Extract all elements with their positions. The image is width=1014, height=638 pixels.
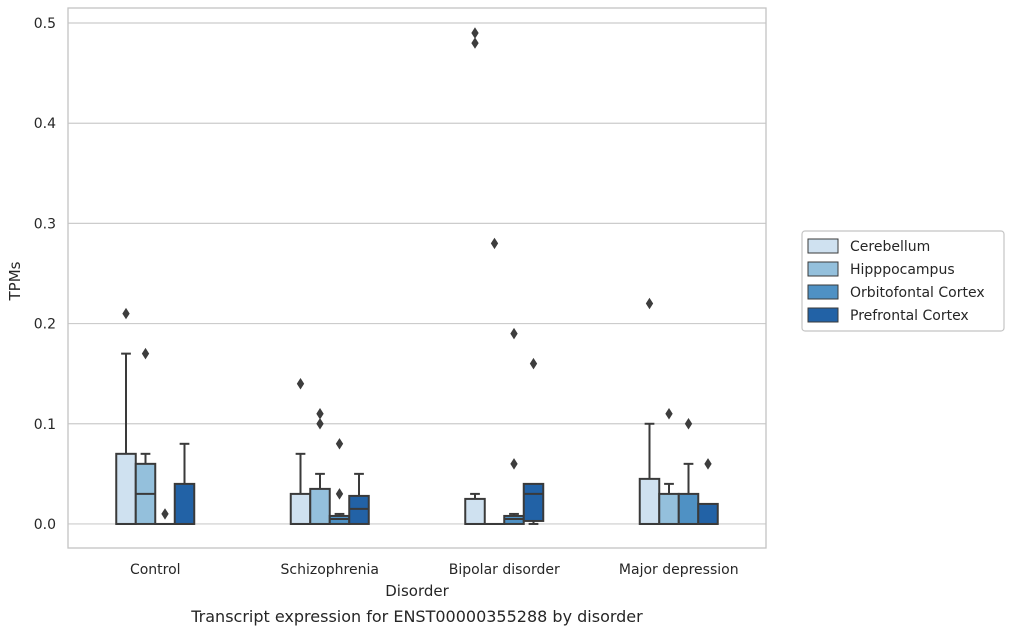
outlier-point — [336, 489, 342, 499]
outlier-point — [336, 439, 342, 449]
outlier-point — [162, 509, 168, 519]
box-layer — [116, 28, 718, 524]
box-group — [465, 28, 485, 524]
grid-layer — [68, 23, 766, 524]
box-rect — [175, 484, 195, 524]
y-axis-label: TPMs — [6, 261, 24, 301]
box-group — [155, 509, 175, 524]
y-tick-label: 0.3 — [34, 216, 56, 232]
box-group — [485, 238, 505, 524]
outlier-point — [646, 299, 652, 309]
box-group — [524, 359, 544, 524]
x-tick-label: Schizophrenia — [281, 562, 379, 578]
box-rect — [640, 479, 660, 524]
box-rect — [465, 499, 485, 524]
box-rect — [330, 516, 350, 524]
x-tick-label: Control — [130, 562, 181, 578]
box-group — [659, 409, 679, 524]
y-tick-label: 0.2 — [34, 317, 56, 333]
legend: Cerebellum Hipppocampus Orbitofontal Corte… — [802, 231, 1004, 331]
box-group — [310, 409, 330, 524]
box-rect — [349, 496, 369, 524]
outlier-point — [472, 28, 478, 38]
x-tick-label: Bipolar disorder — [449, 562, 560, 578]
y-tick-label: 0.5 — [34, 16, 56, 32]
outlier-point — [142, 349, 148, 359]
chart-caption: Transcript expression for ENST0000035528… — [190, 607, 643, 626]
legend-swatch — [808, 262, 838, 276]
outlier-point — [491, 238, 497, 248]
box-group — [349, 474, 369, 524]
outlier-point — [317, 419, 323, 429]
legend-swatch — [808, 285, 838, 299]
outlier-point — [511, 459, 517, 469]
box-group — [504, 329, 524, 524]
box-rect — [679, 494, 699, 524]
box-group — [291, 379, 311, 524]
legend-label: Hipppocampus — [850, 262, 955, 278]
box-rect — [291, 494, 311, 524]
outlier-point — [297, 379, 303, 389]
outlier-point — [123, 309, 129, 319]
y-tick-label: 0.1 — [34, 417, 56, 433]
y-tick-label: 0.0 — [34, 517, 56, 533]
outlier-point — [530, 359, 536, 369]
legend-swatch — [808, 239, 838, 253]
box-group — [679, 419, 699, 524]
box-rect — [504, 516, 524, 524]
box-rect — [698, 504, 718, 524]
box-group — [116, 309, 136, 524]
legend-swatch — [808, 308, 838, 322]
outlier-point — [705, 459, 711, 469]
box-group — [640, 299, 660, 524]
x-tick-label: Major depression — [619, 562, 739, 578]
outlier-point — [472, 38, 478, 48]
x-axis-label: Disorder — [385, 582, 449, 600]
outlier-point — [685, 419, 691, 429]
outlier-point — [317, 409, 323, 419]
box-group — [175, 444, 195, 524]
box-rect — [659, 494, 679, 524]
outlier-point — [666, 409, 672, 419]
box-group — [136, 349, 156, 524]
box-rect — [524, 484, 544, 521]
plot-frame — [68, 8, 766, 548]
box-rect — [310, 489, 330, 524]
y-tick-label: 0.4 — [34, 116, 56, 132]
outlier-point — [511, 329, 517, 339]
box-group — [698, 459, 718, 524]
box-rect — [116, 454, 136, 524]
box-group — [330, 439, 350, 524]
legend-label: Prefrontal Cortex — [850, 308, 969, 324]
legend-label: Orbitofontal Cortex — [850, 285, 985, 301]
legend-label: Cerebellum — [850, 239, 930, 255]
